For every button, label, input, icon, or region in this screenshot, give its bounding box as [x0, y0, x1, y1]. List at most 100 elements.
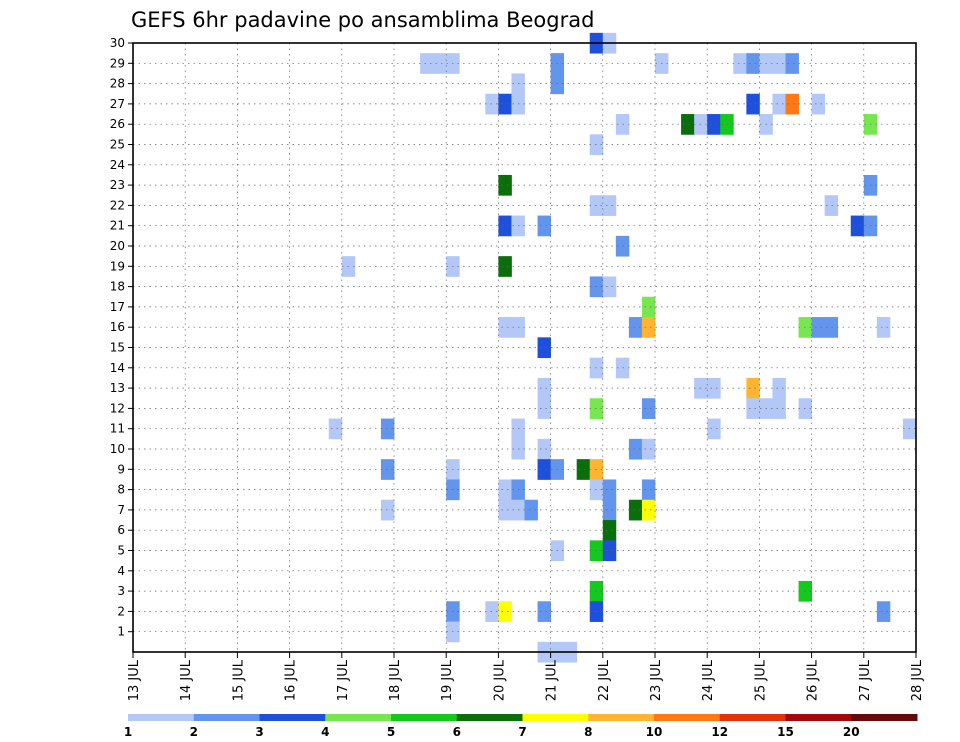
- x-tick-label: 20 JUL: [492, 659, 507, 701]
- precip-cell: [537, 398, 551, 419]
- x-tick-label: 25 JUL: [753, 659, 768, 701]
- precip-cell: [850, 215, 865, 237]
- precip-cell: [772, 398, 786, 419]
- x-tick-label: 22 JUL: [597, 659, 612, 701]
- colorbar-swatch: [128, 714, 195, 721]
- colorbar-label: 5: [387, 725, 395, 739]
- precip-cell: [641, 296, 656, 318]
- x-tick-label: 19 JUL: [440, 659, 455, 701]
- precip-cell: [380, 499, 395, 521]
- colorbar-swatch: [456, 714, 523, 721]
- precip-cell: [328, 418, 343, 440]
- y-tick-label: 5: [117, 544, 125, 558]
- x-tick-label: 21 JUL: [545, 659, 560, 701]
- colorbar-swatch: [851, 714, 918, 721]
- precip-cell: [433, 53, 447, 74]
- y-tick-label: 14: [110, 361, 125, 375]
- precip-cell: [628, 499, 643, 521]
- y-axis: 1234567891011121314151617181920212223242…: [110, 36, 133, 639]
- precip-cell: [824, 317, 839, 338]
- precip-cell: [602, 520, 617, 541]
- precip-cell: [602, 479, 617, 501]
- precip-cell: [524, 499, 538, 521]
- precip-cell: [602, 540, 617, 562]
- colorbar-label: 15: [777, 725, 794, 739]
- chart-title: GEFS 6hr padavine po ansamblima Beograd: [131, 8, 594, 32]
- precip-cell: [720, 114, 734, 135]
- colorbar-label: 4: [321, 725, 329, 739]
- precip-cell: [498, 479, 512, 501]
- y-tick-label: 22: [110, 198, 125, 212]
- precip-cell: [641, 317, 656, 338]
- precip-cell: [876, 601, 891, 622]
- colorbar-label: 3: [255, 725, 263, 739]
- precip-cell: [498, 174, 512, 196]
- precip-cell: [498, 256, 512, 277]
- precip-cell: [485, 601, 499, 622]
- x-tick-label: 16 JUL: [284, 659, 299, 701]
- precip-cell: [641, 479, 656, 501]
- precip-cell: [681, 114, 695, 135]
- y-tick-label: 17: [110, 300, 125, 314]
- y-tick-label: 16: [110, 320, 125, 334]
- colorbar-label: 12: [711, 725, 728, 739]
- y-tick-label: 11: [110, 422, 125, 436]
- y-tick-label: 9: [117, 462, 125, 476]
- y-tick-label: 25: [110, 138, 125, 152]
- precip-cell: [498, 93, 512, 115]
- precip-cell: [498, 601, 512, 622]
- precip-cell: [746, 93, 760, 115]
- y-tick-label: 24: [110, 158, 125, 172]
- y-tick-label: 18: [110, 280, 125, 294]
- precip-cell: [485, 93, 499, 115]
- colorbar-label: 10: [646, 725, 663, 739]
- x-tick-label: 13 JUL: [127, 659, 142, 701]
- y-tick-label: 10: [110, 442, 125, 456]
- y-tick-label: 7: [117, 503, 125, 517]
- colorbar: 1 2 3 4 5 6 7 8 10 12 15 20: [124, 714, 918, 739]
- precip-cell: [537, 601, 551, 622]
- precip-cell: [380, 418, 395, 440]
- precip-cell: [811, 93, 826, 115]
- y-tick-label: 23: [110, 178, 125, 192]
- precip-cell: [641, 438, 656, 460]
- precip-cell: [772, 53, 786, 74]
- colorbar-label: 1: [124, 725, 132, 739]
- precip-cell: [707, 377, 721, 399]
- precip-cell: [733, 53, 747, 74]
- precip-cell: [746, 377, 760, 399]
- precip-cell: [785, 93, 799, 115]
- y-tick-label: 8: [117, 483, 125, 497]
- x-tick-label: 26 JUL: [806, 659, 821, 701]
- precip-cell: [746, 398, 760, 419]
- colorbar-swatch: [785, 714, 852, 721]
- precip-cell: [876, 317, 891, 338]
- precip-cell: [772, 93, 786, 115]
- x-tick-label: 17 JUL: [336, 659, 351, 701]
- precip-cell: [537, 459, 551, 480]
- precip-cell: [785, 53, 799, 74]
- x-tick-label: 15 JUL: [231, 659, 246, 701]
- y-tick-label: 1: [117, 625, 125, 639]
- precip-cell: [628, 438, 643, 460]
- colorbar-swatch: [654, 714, 721, 721]
- precip-cells: [328, 32, 917, 663]
- colorbar-swatch: [588, 714, 655, 721]
- precip-cell: [498, 317, 512, 338]
- precip-cell: [576, 459, 591, 480]
- y-tick-label: 15: [110, 341, 125, 355]
- grid-lines: [133, 42, 916, 652]
- precip-cell: [824, 195, 839, 216]
- y-tick-label: 3: [117, 584, 125, 598]
- y-tick-label: 28: [110, 77, 125, 91]
- colorbar-label: 2: [190, 725, 198, 739]
- colorbar-swatch: [259, 714, 326, 721]
- y-tick-label: 6: [117, 523, 125, 537]
- precip-cell: [537, 438, 551, 460]
- precip-cell: [602, 195, 617, 216]
- x-tick-label: 24 JUL: [701, 659, 716, 701]
- y-tick-label: 29: [110, 56, 125, 70]
- y-tick-label: 20: [110, 239, 125, 253]
- colorbar-swatch: [325, 714, 392, 721]
